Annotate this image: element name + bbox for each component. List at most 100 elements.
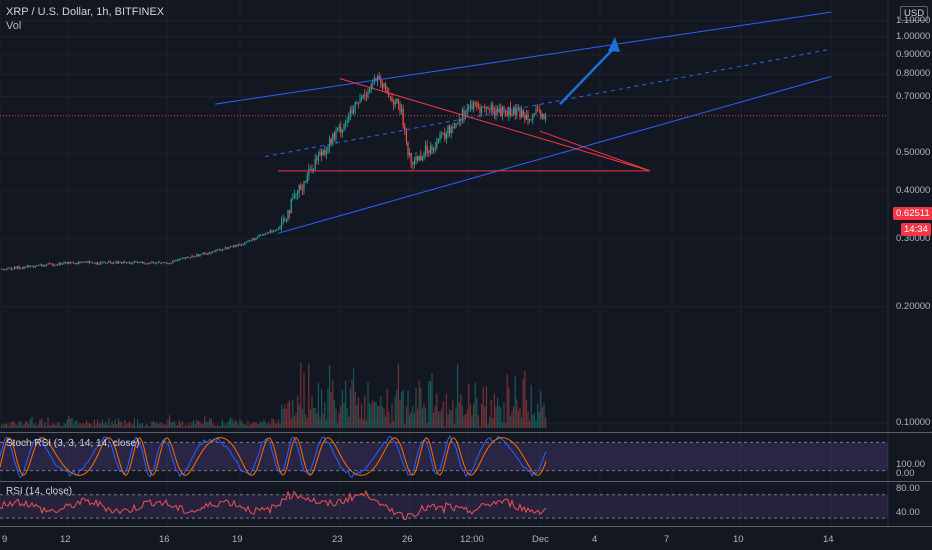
time-tick-label: 7 [664,534,670,545]
candle-body [425,145,427,154]
candle-body [97,262,99,264]
currency-button[interactable]: USD [900,6,929,21]
candle-body [202,252,204,254]
pane-separator-2[interactable] [0,481,932,482]
time-tick-label: 9 [2,534,8,545]
volume-bar [506,374,508,428]
forecast-arrow[interactable] [559,46,616,105]
candle-body [92,262,94,264]
candle-body [442,132,444,134]
candle-body [453,126,455,128]
volume-bar [2,424,4,428]
candle-body [529,119,531,121]
volume-bar [401,392,403,428]
volume-bar [130,424,132,428]
candle-body [537,109,539,111]
candle-body [474,102,476,104]
volume-bar [383,408,385,428]
candle-body [522,110,524,117]
volume-bar [170,422,172,428]
volume-bar [143,426,145,428]
candle-body [309,168,311,170]
volume-bar [49,424,51,428]
volume-bar [122,425,124,428]
volume-bar [241,421,243,428]
candle-body [367,92,369,97]
volume-bar [351,379,353,428]
candle-body [189,257,191,259]
volume-bar [489,417,491,428]
candle-body [393,101,395,105]
triangle-top-line[interactable] [339,78,651,172]
candle-body [415,156,417,161]
volume-bar [133,418,135,428]
candle-body [188,257,190,258]
candle-body [129,262,131,264]
candle-body [357,102,359,104]
candle-body [180,258,182,260]
candle-body [84,261,86,263]
volume-bar [103,423,105,428]
volume-bar [281,404,283,428]
volume-bar [314,407,316,428]
stoch-rsi-label[interactable]: Stoch RSI (3, 3, 14, 14, close) [6,438,140,449]
candle-body [466,108,468,115]
volume-bar [201,424,203,428]
volume-bar [53,424,55,428]
volume-bar [497,397,499,428]
candle-body [300,184,302,190]
candle-body [183,258,185,260]
volume-bar [338,412,340,428]
volume-bar [21,425,23,428]
pane-separator-1[interactable] [0,432,932,433]
candle-body [356,102,358,104]
channel-middle-line[interactable] [264,48,832,158]
volume-bar [261,423,263,428]
volume-bar [193,420,195,428]
candle-body [525,114,527,120]
candle-body [409,152,411,156]
volume-bar [389,423,391,428]
volume-bar [42,425,44,428]
price-tick-label: 0.10000 [896,417,931,428]
symbol-title[interactable]: XRP / U.S. Dollar, 1h, BITFINEX [6,6,165,18]
candle-body [98,263,100,265]
channel-lower-line[interactable] [277,76,832,234]
candle-body [541,114,543,118]
candle-body [250,239,252,241]
candle-body [185,257,187,259]
volume-bar [396,389,398,428]
triangle-side-line[interactable] [539,130,651,172]
volume-bar [188,422,190,428]
candle-body [412,162,414,165]
candle-body [449,125,451,134]
candle-body [217,249,219,251]
candle-body [223,248,225,250]
candle-body [396,99,398,102]
volume-bar [191,422,193,428]
candle-body [298,184,300,193]
channel-upper-line[interactable] [214,11,832,105]
volume-bar [242,423,244,428]
volume-bar [308,363,310,428]
candle-body [447,125,449,134]
volume-bar [213,424,215,428]
volume-bar [23,423,25,428]
volume-bar [370,404,372,428]
candle-body [199,254,201,257]
candle-body [212,251,214,253]
candle-body [404,126,406,131]
volume-legend[interactable]: Vol [6,20,22,32]
candle-body [533,113,535,115]
volume-bar [228,420,230,428]
candle-body [85,261,87,263]
rsi-label[interactable]: RSI (14, close) [6,486,73,497]
volume-bar [199,421,201,428]
volume-bar [365,420,367,428]
candle-body [359,99,361,103]
volume-bar [167,419,169,428]
candle-body [33,265,35,268]
volume-bar [18,421,20,428]
volume-bar [429,380,431,428]
